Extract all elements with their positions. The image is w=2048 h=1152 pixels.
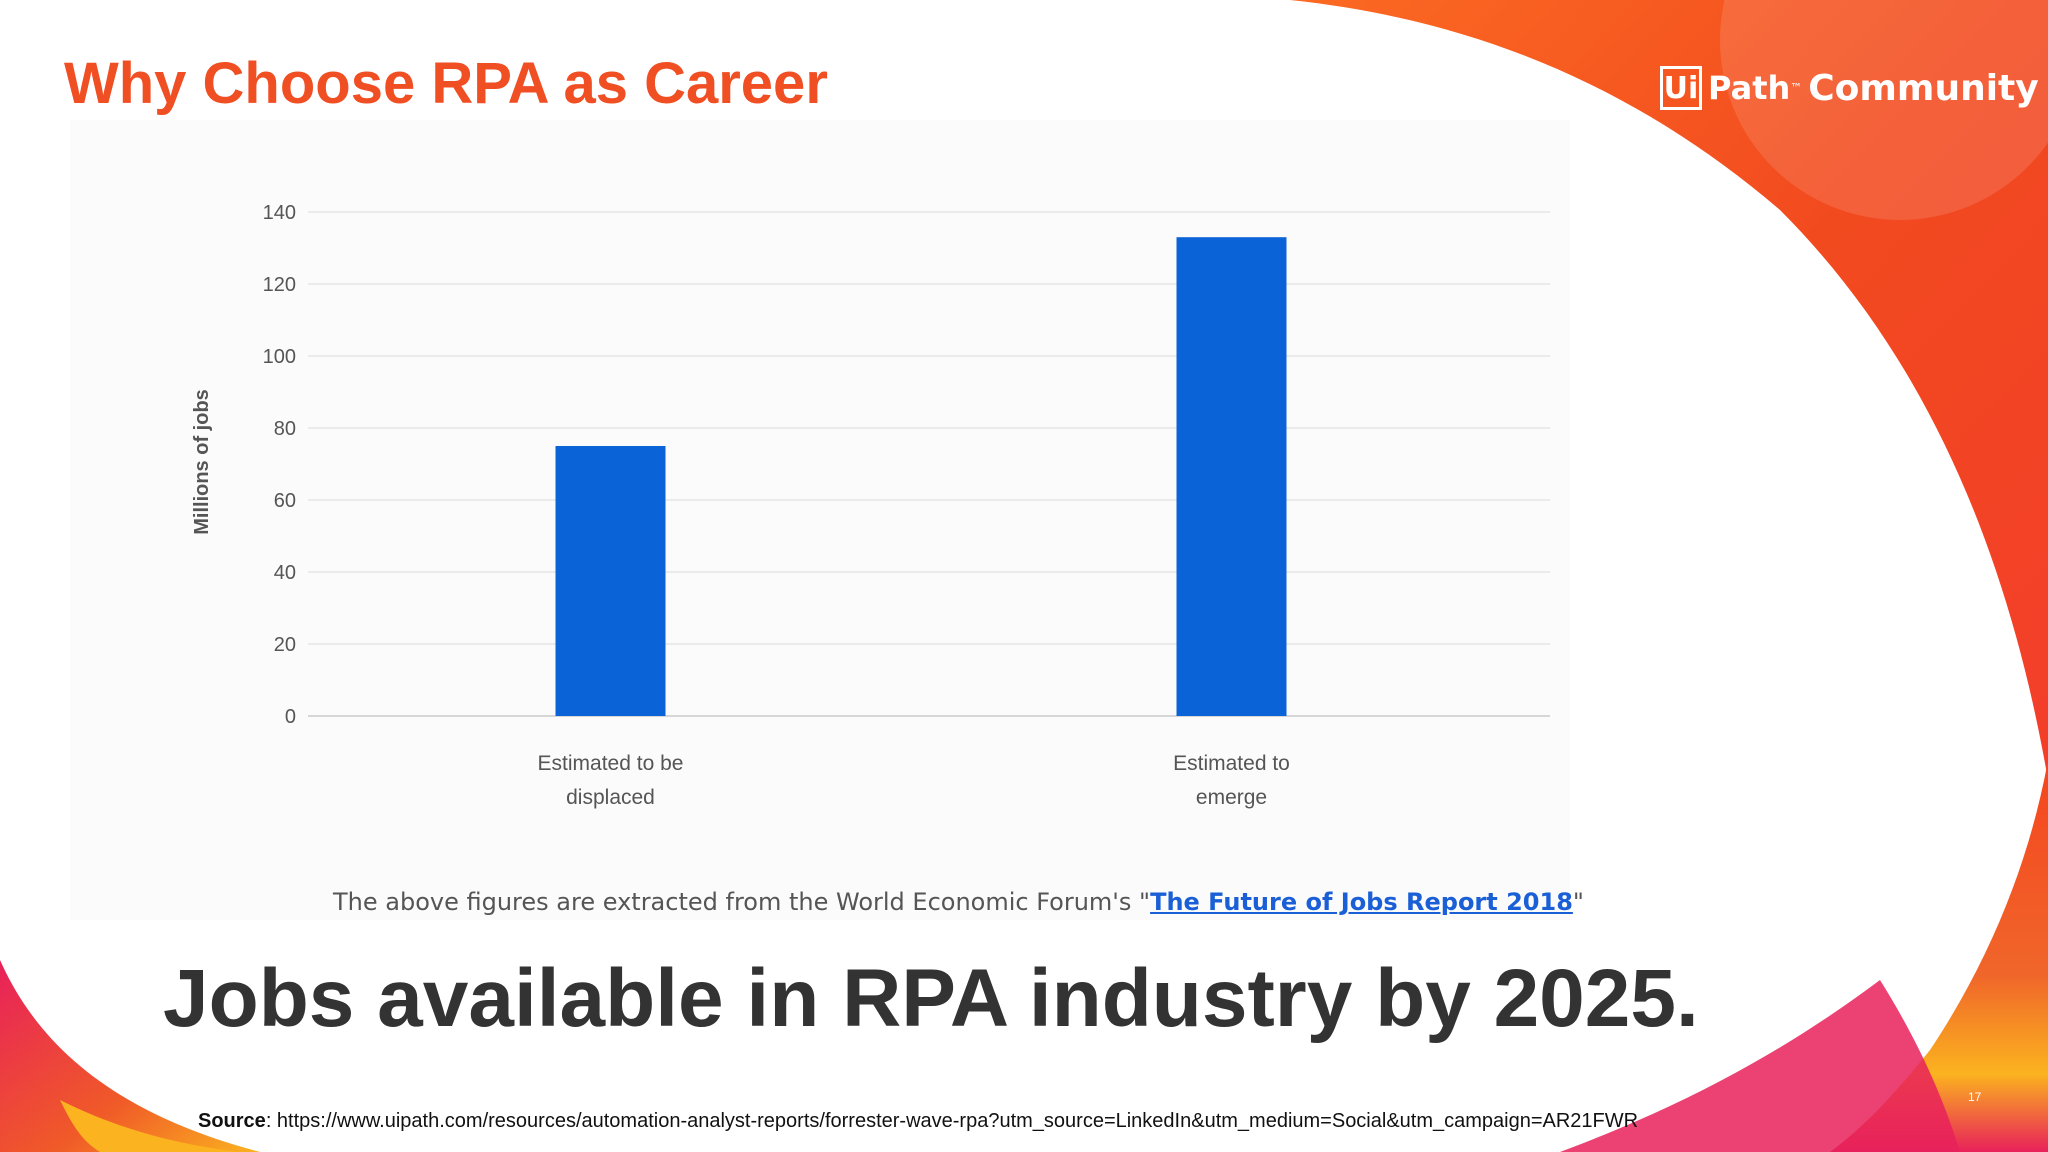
decor-bottom-left-yellow [60,1100,240,1152]
uipath-community-logo: Ui Path ™ Community [1660,62,2039,114]
slide-title: Why Choose RPA as Career [64,51,828,116]
decor-right-edge [1830,760,2048,1152]
source-url[interactable]: : https://www.uipath.com/resources/autom… [265,1110,1639,1132]
decor-bottom-right [1560,980,1960,1152]
decor-top-right [1290,0,2048,780]
note-suffix: " [1572,888,1584,916]
y-tick-label: 20 [274,634,296,656]
y-tick-label: 80 [274,418,296,440]
note-prefix: The above figures are extracted from the… [333,888,1151,916]
source-label: Source [198,1110,266,1132]
logo-word: Path [1708,69,1791,107]
chart-source-note: The above figures are extracted from the… [333,888,1584,916]
x-tick-label: Estimated to be [538,752,684,775]
y-tick-label: 140 [263,202,296,224]
bar [1176,237,1287,716]
x-tick-label: emerge [1196,786,1267,809]
decor-circle [1720,0,2048,220]
y-axis-label: Millions of jobs [191,389,213,535]
x-tick-label: displaced [566,786,655,809]
bar [555,446,666,716]
report-link[interactable]: The Future of Jobs Report 2018 [1150,888,1573,916]
page-number: 17 [1968,1090,1982,1104]
y-tick-label: 60 [274,490,296,512]
x-tick-label: Estimated to [1173,752,1290,775]
y-tick-label: 40 [274,562,296,584]
headline: Jobs available in RPA industry by 2025. [163,953,1699,1044]
logo-trademark: ™ [1790,81,1803,95]
logo-mark: Ui [1660,66,1702,110]
y-tick-label: 120 [263,274,296,296]
y-tick-label: 100 [263,346,296,368]
y-tick-label: 0 [285,706,296,728]
logo-community: Community [1808,67,2039,109]
chart-panel [70,120,1570,920]
source-line: Source: https://www.uipath.com/resources… [198,1110,1638,1133]
